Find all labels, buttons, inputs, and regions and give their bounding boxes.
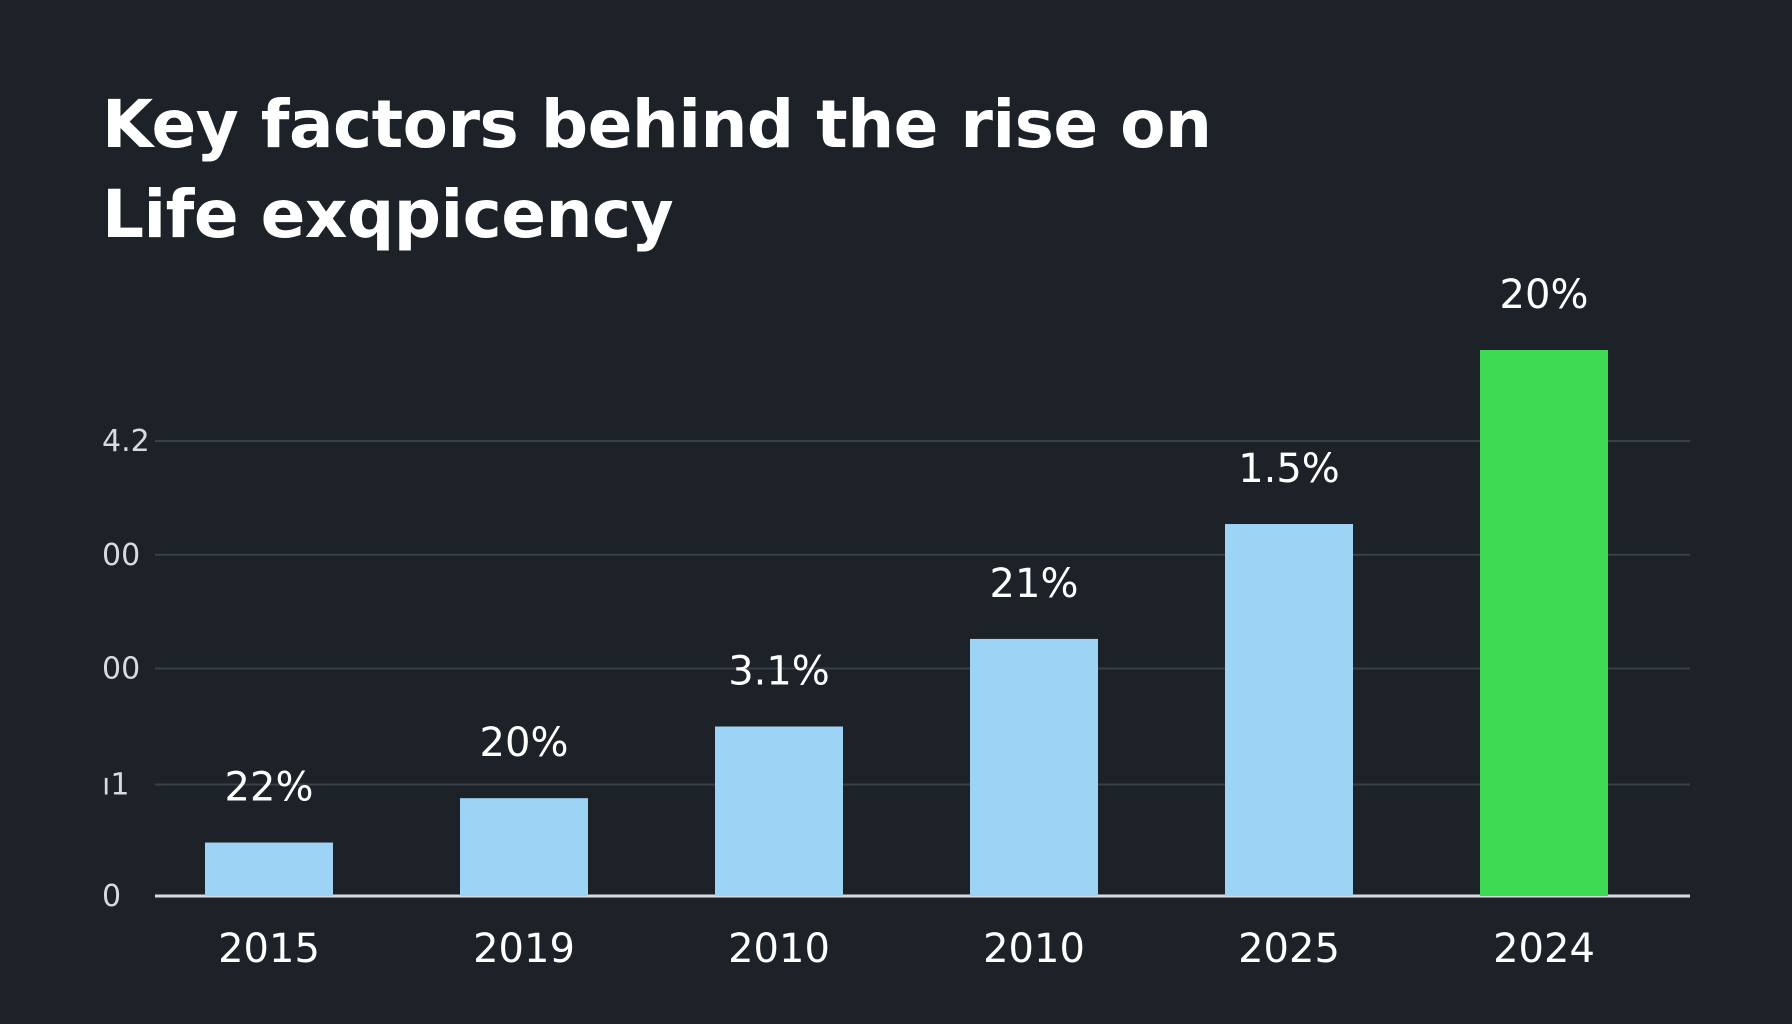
y-tick-label: 00: [102, 652, 140, 687]
data-label: 22%: [225, 765, 314, 811]
x-tick-label: 2025: [1238, 926, 1340, 972]
chart-title-line-1: Key factors behind the rise on: [102, 86, 1212, 163]
data-label: 3.1%: [728, 649, 830, 695]
y-tick-label: 00: [102, 538, 140, 573]
bar: [1225, 524, 1353, 896]
x-tick-label: 2010: [728, 926, 830, 972]
bar: [715, 726, 843, 896]
chart-title-line-2: Life exqpicency: [102, 176, 674, 253]
x-tick-label: 2015: [218, 926, 320, 972]
data-label: 20%: [480, 720, 569, 766]
data-label: 1.5%: [1238, 446, 1340, 492]
chart-title: Key factors behind the rise on Life exqp…: [102, 80, 1422, 260]
data-label: 20%: [1500, 272, 1589, 318]
y-tick-label: 0: [102, 879, 121, 914]
data-label: 21%: [990, 561, 1079, 607]
x-tick-label: 2024: [1493, 926, 1595, 972]
x-tick-label: 2010: [983, 926, 1085, 972]
y-tick-label: ı1: [102, 768, 129, 803]
y-tick-label: 4.2: [102, 424, 150, 459]
bar: [970, 638, 1098, 896]
x-tick-label: 2019: [473, 926, 575, 972]
bar: [1480, 350, 1608, 896]
bar: [460, 798, 588, 896]
bar: [205, 842, 333, 896]
